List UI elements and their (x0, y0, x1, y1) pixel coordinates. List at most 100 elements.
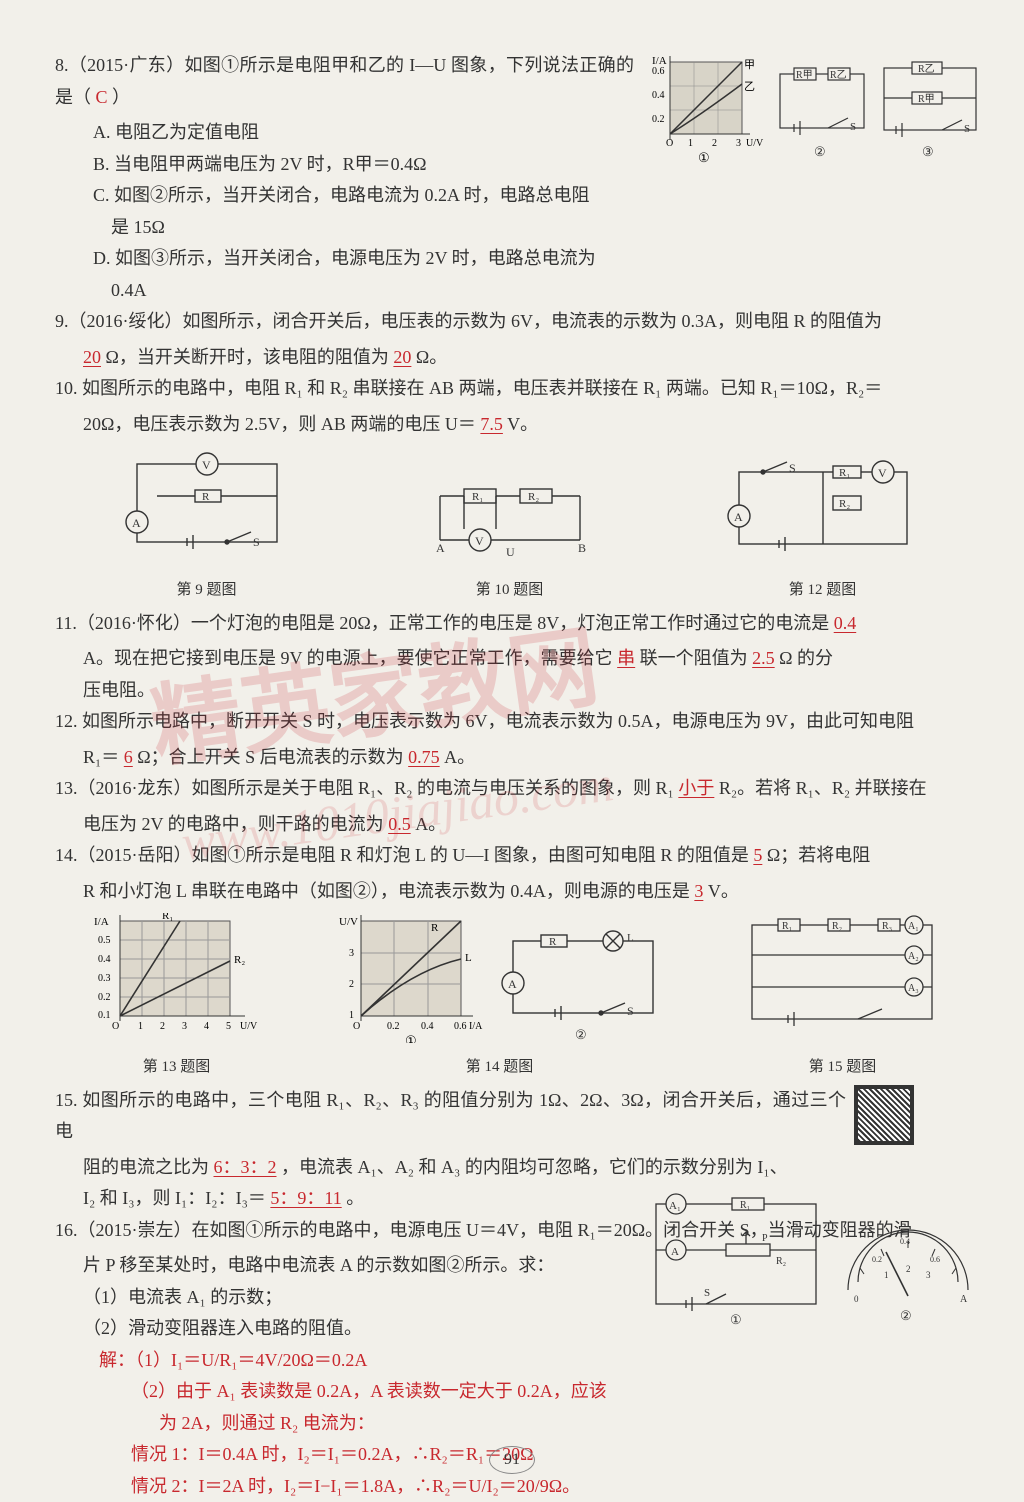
q13-l2a: 电压为 2V 的电路中，则干路的电流为 (83, 814, 388, 834)
fig12: R₂ R₁ V A S 第 12 题图 (723, 456, 923, 604)
svg-text:U/V: U/V (339, 916, 358, 928)
svg-text:R乙: R乙 (830, 69, 847, 81)
svg-text:S: S (627, 1004, 634, 1018)
svg-text:1: 1 (884, 1270, 889, 1280)
svg-text:O: O (112, 1021, 119, 1032)
q13-l1a: 13.（2016·龙东）如图所示是关于电阻 R₁、R₂ 的电流与电压关系的图象，… (55, 778, 678, 798)
svg-text:I/A: I/A (94, 916, 109, 928)
q15-l2a: 阻的电流之比为 (83, 1157, 214, 1177)
svg-text:L: L (465, 952, 472, 964)
q15-l1t: 15. 如图所示的电路中，三个电阻 R₁、R₂、R₃ 的阻值分别为 1Ω、2Ω、… (55, 1090, 846, 1142)
q13: 13.（2016·龙东）如图所示是关于电阻 R₁、R₂ 的电流与电压关系的图象，… (55, 773, 984, 805)
svg-text:A₃: A₃ (908, 983, 919, 994)
page-number: 91 (489, 1446, 535, 1474)
fig-row-1: V R A S 第 9 题图 R₁ R₂ V A B U (55, 446, 984, 604)
svg-text:0.3: 0.3 (98, 973, 111, 984)
fig14-label: 第 14 题图 (335, 1054, 665, 1080)
q16-s3: 为 2A，则通过 R₂ 电流为： (55, 1408, 984, 1440)
fig12-label: 第 12 题图 (723, 577, 923, 603)
q11-l2c: Ω 的分 (779, 648, 833, 668)
svg-text:乙: 乙 (744, 80, 755, 93)
q9-cont: 20 Ω，当开关断开时，该电阻的阻值为 20 Ω。 (55, 342, 984, 374)
svg-text:R₂: R₂ (776, 1256, 786, 1267)
q8-d1: D. 如图③所示，当开关闭合，电源电压为 2V 时，电路总电流为 (55, 243, 984, 275)
q8-answer: C (96, 87, 108, 107)
fig9: V R A S 第 9 题图 (117, 446, 297, 604)
svg-text:0.6: 0.6 (652, 66, 665, 77)
svg-text:3: 3 (349, 948, 354, 959)
svg-text:1: 1 (688, 138, 693, 149)
svg-text:0: 0 (854, 1294, 859, 1304)
qr-icon (854, 1085, 914, 1145)
q11-l2: A。现在把它接到电压是 9V 的电源上，要使它正常工作，需要给它 串 联一个阻值… (55, 643, 984, 675)
q9-a1: 20 (83, 347, 101, 367)
svg-text:O: O (666, 138, 673, 149)
q8-d2: 0.4A (55, 275, 984, 307)
q15-l3a: I₂ 和 I₃，则 I₁：I₂：I₃＝ (83, 1188, 266, 1208)
svg-text:R₁: R₁ (472, 491, 483, 503)
q11-a2: 串 (617, 648, 635, 668)
q11-l2b: 联一个阻值为 (640, 648, 753, 668)
svg-text:R₂: R₂ (832, 921, 842, 932)
svg-text:2: 2 (906, 1264, 911, 1274)
svg-text:R₁: R₁ (162, 913, 173, 922)
q14-l2: R 和小灯泡 L 串联在电路中（如图②），电流表示数为 0.4A，则电源的电压是… (55, 876, 984, 908)
svg-text:①: ① (730, 1312, 742, 1327)
svg-text:R甲: R甲 (918, 94, 935, 105)
q12-a1: 6 (124, 747, 133, 767)
svg-text:O: O (353, 1021, 360, 1032)
q8-stem: 8.（2015·广东）如图①所示是电阻甲和乙的 I—U 图象，下列说法正确的是（ (55, 55, 634, 107)
svg-text:2: 2 (349, 979, 354, 990)
svg-text:U/V: U/V (240, 1021, 258, 1032)
q10-l2b: V。 (507, 414, 538, 434)
q14-a2: 3 (694, 881, 703, 901)
svg-text:S: S (253, 535, 260, 549)
fig13: R₁R₂ I/A 0.50.40.30.20.1 12345 U/VO 第 13… (92, 913, 262, 1081)
svg-text:2: 2 (160, 1021, 165, 1032)
fig15-label: 第 15 题图 (738, 1054, 948, 1080)
q8-figures: I/A 0.60.40.2 123 U/V 甲乙 O ① R甲 R乙 S ② R… (644, 50, 984, 181)
q12-l2: R₁＝ 6 Ω；合上开关 S 后电流表的示数为 0.75 A。 (55, 742, 984, 774)
svg-text:R乙: R乙 (918, 63, 935, 75)
fig15: R₁R₂R₃ A₁ A₂ A₃ 第 15 题图 (738, 913, 948, 1081)
svg-text:S: S (789, 461, 796, 475)
svg-text:S: S (704, 1287, 710, 1299)
svg-text:I/A: I/A (469, 1021, 483, 1032)
svg-text:R甲: R甲 (796, 70, 813, 81)
q15-l2: 阻的电流之比为 6：3：2 ，电流表 A₁、A₂ 和 A₃ 的内阻均可忽略，它们… (55, 1152, 984, 1184)
q11: 11.（2016·怀化）一个灯泡的电阻是 20Ω，正常工作的电压是 8V，灯泡正… (55, 608, 984, 640)
fig14: RL U/V 321 0.20.40.6 I/AO ① R L A S ② 第 … (335, 913, 665, 1081)
q12-l2a: R₁＝ (83, 747, 119, 767)
svg-text:R₂: R₂ (839, 498, 850, 510)
svg-text:1: 1 (138, 1021, 143, 1032)
q11-a3: 2.5 (752, 648, 775, 668)
svg-text:0.2: 0.2 (872, 1255, 882, 1264)
svg-text:U: U (506, 545, 515, 559)
q12-l2c: A。 (444, 747, 475, 767)
svg-text:3: 3 (182, 1021, 187, 1032)
svg-text:V: V (475, 534, 484, 548)
svg-text:A: A (671, 1246, 679, 1258)
q16-s2: （2）由于 A₁ 表读数是 0.2A，A 表读数一定大于 0.2A，应该 (55, 1376, 984, 1408)
q14-a1: 5 (753, 845, 762, 865)
fig10-label: 第 10 题图 (420, 577, 600, 603)
svg-text:R: R (202, 491, 210, 503)
svg-text:A: A (436, 541, 445, 555)
svg-text:②: ② (900, 1308, 912, 1323)
svg-text:5: 5 (226, 1021, 231, 1032)
svg-text:A: A (960, 1294, 968, 1305)
fig-row-2: R₁R₂ I/A 0.50.40.30.20.1 12345 U/VO 第 13… (55, 913, 984, 1081)
svg-text:0.4: 0.4 (900, 1237, 910, 1246)
svg-text:0.6: 0.6 (930, 1255, 940, 1264)
q8-stem-end: ） (112, 87, 130, 107)
svg-text:R: R (431, 922, 439, 934)
q16-s5: 情况 2：I＝2A 时，I₂＝I−I₁＝1.8A，∴R₂＝U/I₂＝20/9Ω。 (55, 1471, 984, 1502)
svg-text:R₁: R₁ (740, 1200, 750, 1211)
q15-a2: 5：9：11 (270, 1188, 341, 1208)
svg-text:V: V (202, 458, 211, 472)
q15-a1: 6：3：2 (214, 1157, 277, 1177)
q14: 14.（2015·岳阳）如图①所示是电阻 R 和灯泡 L 的 U—I 图象，由图… (55, 840, 984, 872)
q9: 9.（2016·绥化）如图所示，闭合开关后，电压表的示数为 6V，电流表的示数为… (55, 306, 984, 338)
q13-l2b: A。 (415, 814, 446, 834)
svg-text:3: 3 (926, 1270, 931, 1280)
